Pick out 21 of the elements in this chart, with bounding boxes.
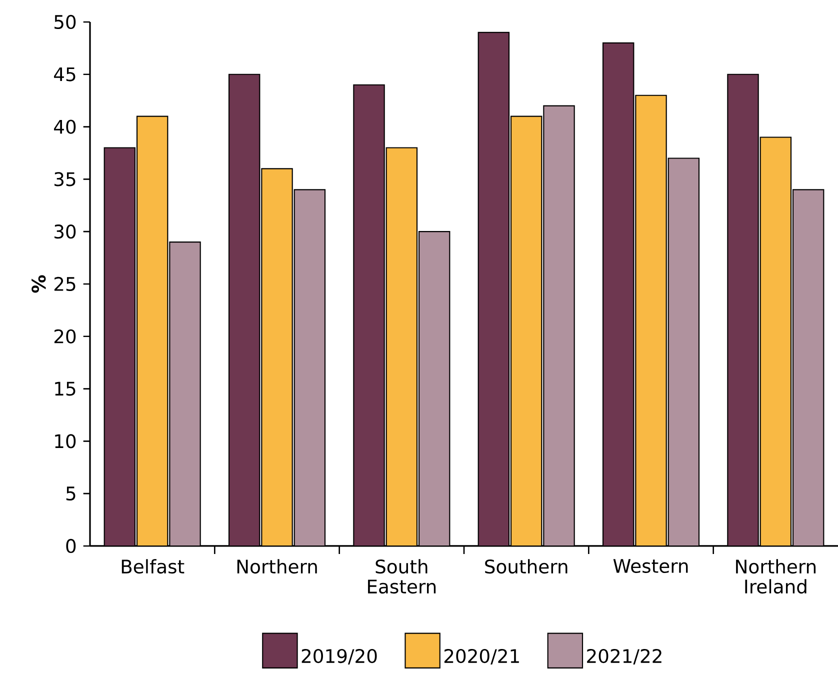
x-tick-label: Northern	[237, 559, 317, 574]
y-tick-label: 0	[66, 538, 76, 554]
y-tick-label: 15	[55, 382, 76, 396]
y-tick-label: 25	[54, 276, 76, 292]
x-tick-label: South Eastern	[368, 559, 436, 594]
y-tick-label: 20	[54, 329, 76, 344]
y-tick-label: 30	[54, 224, 76, 239]
x-tick-label: Western	[613, 559, 688, 574]
x-tick-label: Belfast	[122, 559, 184, 574]
x-tick-label: Southern	[485, 559, 568, 574]
y-axis-title: %	[32, 275, 46, 293]
y-tick-label: 10	[55, 434, 76, 448]
y-tick-label: 35	[54, 172, 76, 186]
x-tick-label: Northern Ireland	[736, 559, 816, 594]
y-tick-label: 45	[54, 67, 76, 82]
y-tick-label: 5	[66, 486, 76, 501]
legend-label: 2021/22	[587, 648, 662, 665]
y-tick-label: 40	[54, 120, 76, 134]
y-tick-label: 50	[54, 14, 76, 30]
legend-label: 2020/21	[444, 648, 519, 665]
legend-label: 2019/20	[302, 648, 377, 665]
